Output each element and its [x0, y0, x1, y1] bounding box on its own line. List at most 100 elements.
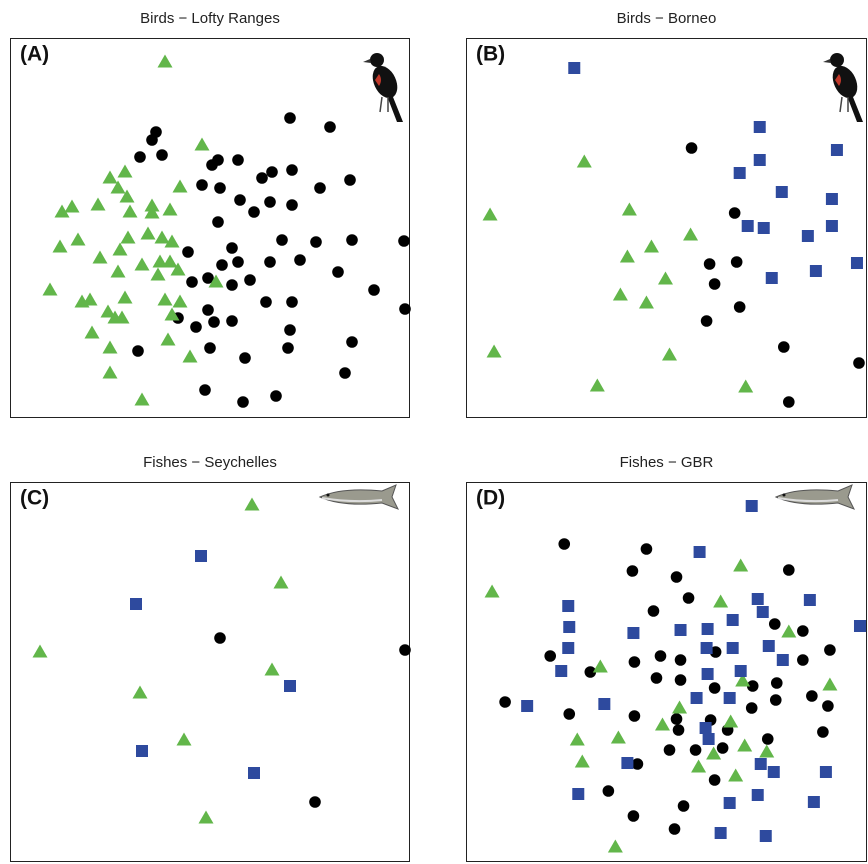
- point: [206, 159, 218, 171]
- point: [627, 810, 640, 822]
- point: [562, 642, 575, 654]
- point: [735, 673, 751, 687]
- point: [130, 598, 142, 610]
- point: [399, 644, 411, 656]
- point: [100, 304, 116, 318]
- point: [70, 232, 86, 246]
- panel-label: (B): [476, 43, 505, 66]
- point: [226, 315, 238, 327]
- point: [122, 204, 138, 218]
- point: [160, 332, 176, 346]
- point: [628, 656, 641, 668]
- point: [751, 593, 764, 605]
- point: [762, 640, 775, 652]
- point: [723, 692, 736, 704]
- panel-frame: [10, 482, 410, 862]
- point: [346, 234, 358, 246]
- point: [284, 324, 296, 336]
- point: [52, 239, 68, 253]
- point: [276, 234, 288, 246]
- point: [733, 301, 746, 313]
- point: [584, 666, 597, 678]
- point: [663, 744, 676, 756]
- point: [770, 677, 783, 689]
- point: [499, 696, 511, 708]
- point: [346, 336, 358, 348]
- point: [741, 220, 754, 232]
- point: [32, 644, 48, 658]
- point: [569, 732, 585, 746]
- point: [264, 662, 280, 676]
- point: [119, 189, 135, 203]
- point: [294, 254, 306, 266]
- point: [776, 654, 789, 666]
- point: [84, 325, 100, 339]
- point: [156, 149, 168, 161]
- point: [733, 167, 746, 179]
- point: [775, 186, 788, 198]
- point: [482, 207, 498, 221]
- point: [202, 304, 214, 316]
- point: [132, 685, 148, 699]
- point: [723, 714, 739, 728]
- point: [807, 796, 820, 808]
- point: [563, 708, 576, 720]
- point: [182, 349, 198, 363]
- point: [284, 680, 296, 692]
- point: [677, 800, 690, 812]
- point: [783, 396, 795, 408]
- point: [730, 256, 743, 268]
- point: [700, 315, 713, 327]
- point: [42, 282, 58, 296]
- point: [486, 344, 502, 358]
- point: [226, 242, 238, 254]
- panel-title: Birds − Borneo: [617, 10, 717, 27]
- fish-icon: [318, 484, 400, 510]
- point: [214, 182, 226, 194]
- point: [214, 632, 226, 644]
- panel: Fishes − GBR (D): [466, 454, 867, 862]
- panel-title: Fishes − GBR: [620, 454, 714, 471]
- point: [309, 796, 321, 808]
- point: [144, 198, 160, 212]
- point: [120, 230, 136, 244]
- point: [190, 321, 202, 333]
- point: [598, 698, 611, 710]
- point: [662, 347, 678, 361]
- point: [783, 564, 795, 576]
- point: [282, 342, 294, 354]
- point: [713, 594, 729, 608]
- point: [824, 644, 836, 656]
- point: [746, 680, 759, 692]
- point: [199, 384, 211, 396]
- point: [399, 303, 411, 315]
- point: [239, 352, 251, 364]
- point: [256, 172, 268, 184]
- point: [286, 296, 298, 308]
- point: [619, 249, 635, 263]
- point: [765, 272, 778, 284]
- point: [830, 144, 843, 156]
- point: [102, 365, 118, 379]
- point: [176, 732, 192, 746]
- point: [602, 785, 615, 797]
- point: [670, 713, 683, 725]
- point: [674, 654, 687, 666]
- point: [745, 702, 758, 714]
- point: [248, 767, 260, 779]
- point: [672, 724, 685, 736]
- point: [699, 722, 712, 734]
- point: [738, 379, 754, 393]
- point: [801, 230, 814, 242]
- point: [734, 665, 747, 677]
- point: [226, 279, 238, 291]
- point: [555, 665, 568, 677]
- point: [759, 830, 772, 842]
- point: [521, 700, 534, 712]
- point: [628, 710, 641, 722]
- point: [643, 239, 659, 253]
- point: [157, 292, 173, 306]
- point: [672, 700, 688, 714]
- point: [650, 672, 663, 684]
- point: [558, 538, 571, 550]
